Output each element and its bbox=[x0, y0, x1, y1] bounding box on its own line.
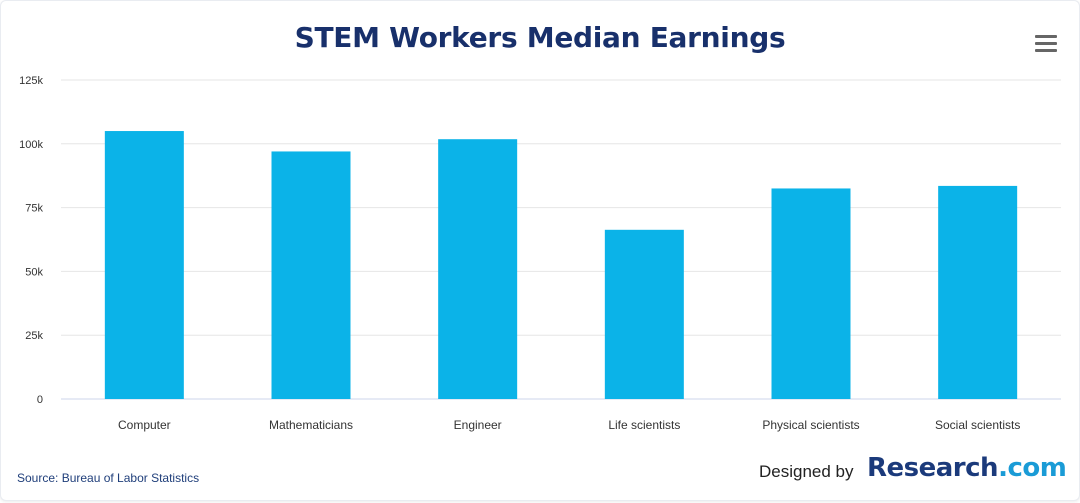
hamburger-menu-icon[interactable] bbox=[1035, 35, 1057, 53]
y-tick-label: 75k bbox=[25, 203, 43, 215]
x-tick-label: Social scientists bbox=[935, 418, 1020, 432]
y-tick-label: 25k bbox=[25, 330, 43, 342]
bar-computer[interactable] bbox=[104, 131, 184, 400]
x-tick-label: Life scientists bbox=[608, 418, 680, 432]
y-tick-label: 125k bbox=[19, 75, 43, 87]
x-tick-label: Computer bbox=[118, 418, 171, 432]
chart-title: STEM Workers Median Earnings bbox=[294, 21, 786, 54]
brand-logo: Research.com bbox=[867, 453, 1067, 483]
designed-by-label: Designed by bbox=[759, 462, 854, 481]
bar-chart: 0 25k 50k 75k 100k 125k Computer Mathematicians… bbox=[19, 75, 1061, 432]
bar-engineer[interactable] bbox=[438, 139, 518, 399]
bar-social-scientists[interactable] bbox=[938, 185, 1018, 399]
x-tick-label: Physical scientists bbox=[762, 418, 859, 432]
brand-name: Research bbox=[867, 453, 999, 483]
x-tick-label: Engineer bbox=[454, 418, 502, 432]
y-tick-label: 100k bbox=[19, 139, 43, 151]
bar-mathematicians[interactable] bbox=[271, 151, 351, 399]
source-note: Source: Bureau of Labor Statistics bbox=[17, 471, 200, 485]
y-tick-label: 50k bbox=[25, 266, 43, 278]
bar-physical-scientists[interactable] bbox=[771, 188, 851, 399]
y-tick-label: 0 bbox=[37, 394, 43, 406]
x-tick-label: Mathematicians bbox=[269, 418, 353, 432]
bar-life-scientists[interactable] bbox=[604, 229, 684, 399]
brand-suffix: .com bbox=[998, 453, 1067, 483]
